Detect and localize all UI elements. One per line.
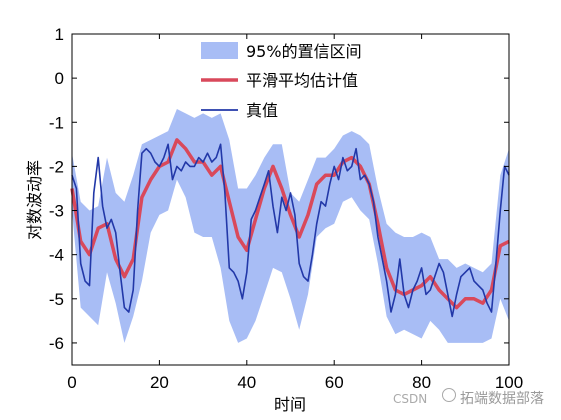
series-line-layer (70, 138, 510, 318)
x-tick-label: 0 (67, 373, 76, 392)
true-value-line (71, 143, 510, 318)
y-tick-label: 1 (55, 25, 64, 44)
plot-frame (71, 33, 510, 366)
y-tick-label: -5 (49, 290, 64, 309)
x-axis-label: 时间 (274, 395, 306, 414)
y-tick-label: -4 (49, 246, 64, 265)
tick-layer: 0 20 40 60 80 100 1 0 -1 -2 -3 -4 -5 -6 (49, 25, 523, 392)
y-tick-label: 0 (55, 69, 64, 88)
smoothed-mean-line (70, 138, 510, 310)
wechat-icon (442, 388, 456, 402)
legend-swatch-band (201, 42, 238, 59)
y-axis-label: 对数波动率 (25, 160, 44, 240)
legend-label-smooth: 平滑平均估计值 (246, 71, 358, 90)
x-tick-label: 40 (237, 373, 256, 392)
y-tick-label: -2 (49, 157, 64, 176)
x-tick-label: 60 (325, 373, 344, 392)
legend-label-band: 95%的置信区间 (246, 42, 362, 61)
watermark-csdn: CSDN (393, 392, 428, 406)
x-tick-label: 80 (412, 373, 431, 392)
watermark-author: 拓端数据部落 (460, 391, 544, 407)
y-tick-label: -6 (49, 334, 64, 353)
x-tick-label: 100 (495, 373, 523, 392)
y-tick-label: -1 (49, 113, 64, 132)
confidence-band-layer (72, 109, 509, 343)
y-tick-label: -3 (49, 202, 64, 221)
confidence-band (72, 109, 509, 343)
legend: 95%的置信区间 平滑平均估计值 真值 (201, 42, 362, 120)
x-tick-label: 20 (150, 373, 169, 392)
legend-label-truth: 真值 (246, 101, 278, 120)
